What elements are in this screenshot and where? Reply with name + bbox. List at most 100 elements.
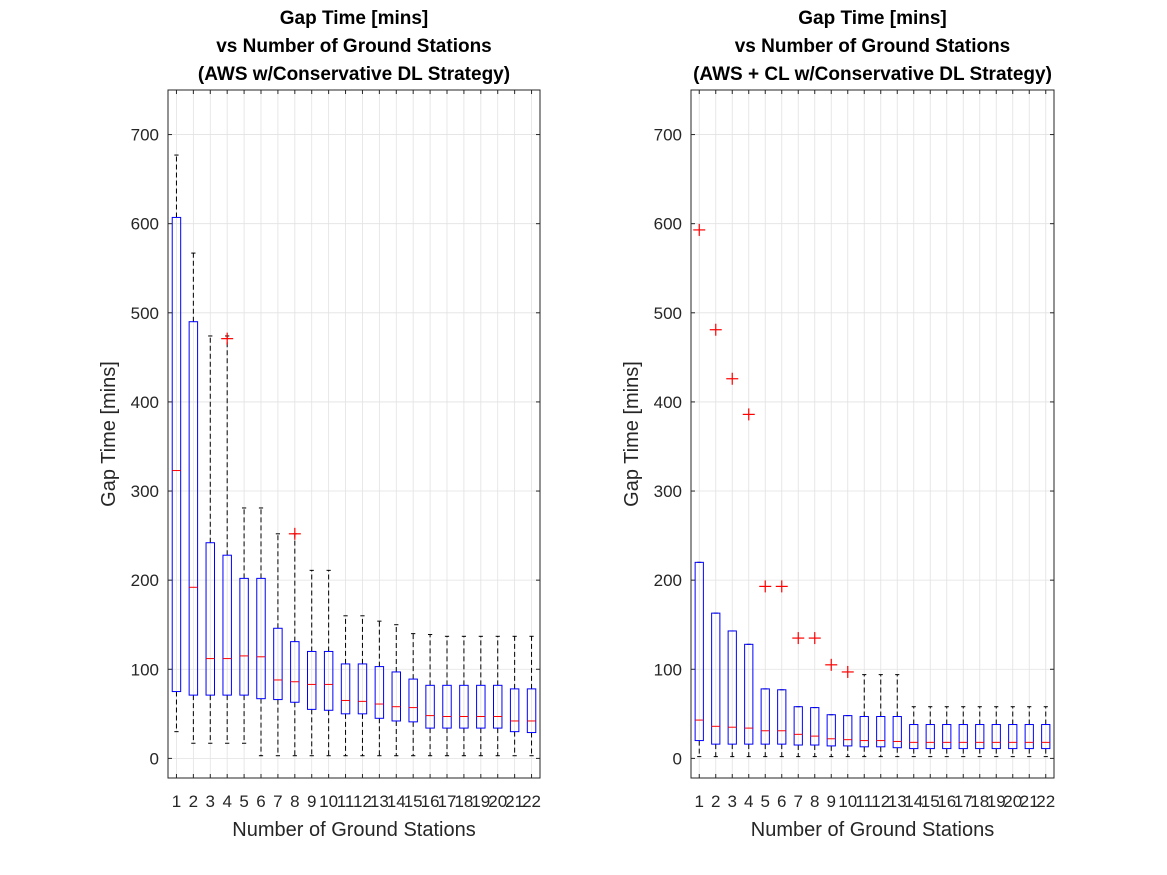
x-tick-label: 22 [522,792,541,811]
y-tick-label: 400 [131,393,159,412]
box-13 [892,674,902,758]
box-15 [925,706,935,758]
box-21 [1024,706,1034,758]
outlier-marker [759,580,772,593]
x-tick-label: 9 [827,792,836,811]
outlier-marker [792,632,805,645]
box-7 [273,533,283,757]
box-1 [693,223,706,758]
outlier-marker [742,408,755,421]
axes-frame [690,89,1055,779]
y-tick-label: 600 [654,215,682,234]
y-axis-label: Gap Time [mins] [98,361,120,507]
box-9 [307,569,317,757]
box-body [810,707,820,746]
plot-area [168,90,540,778]
outlier-marker [693,223,706,236]
box-16 [425,634,435,757]
box-body [391,671,401,722]
box-body [744,643,754,745]
x-tick-label: 12 [353,792,372,811]
y-tick-label: 600 [131,215,159,234]
box-4 [221,332,234,744]
box-15 [408,633,418,757]
box-body [323,650,334,711]
box-13 [374,620,385,757]
x-tick-label: 2 [711,792,720,811]
y-tick-label: 100 [654,660,682,679]
box-body [843,715,853,747]
outlier-marker [841,665,854,678]
box-body [256,577,266,700]
y-tick-label: 700 [654,126,682,145]
box-body [340,663,351,715]
y-tick-label: 500 [131,304,159,323]
y-tick-label: 300 [131,482,159,501]
box-body [859,716,869,748]
chart-title-line-3: (AWS w/Conservative DL Strategy) [198,64,510,85]
x-tick-label: 19 [987,792,1006,811]
box-body [459,684,469,729]
box-body [711,612,721,745]
box-17 [442,635,452,757]
y-axis-label: Gap Time [mins] [621,361,643,507]
x-axis-label: Number of Ground Stations [232,819,475,841]
outlier-marker [221,332,234,345]
x-tick-label: 16 [421,792,440,811]
x-tick-label: 3 [206,792,215,811]
x-tick-label: 11 [337,792,355,811]
outlier-marker [288,527,301,540]
y-tick-label: 300 [654,482,682,501]
box-body [1024,724,1034,750]
box-body [442,684,452,729]
x-tick-label: 8 [810,792,819,811]
y-tick-label: 100 [131,660,159,679]
y-tick-label: 200 [654,571,682,590]
box-22 [1041,706,1051,758]
chart-title-line-3: (AWS + CL w/Conservative DL Strategy) [693,64,1052,85]
box-body [476,684,486,729]
box-20 [493,635,503,757]
box-17 [958,706,968,758]
box-body [526,688,537,734]
x-tick-label: 20 [488,792,507,811]
x-tick-label: 19 [471,792,490,811]
x-tick-label: 13 [370,792,389,811]
x-tick-label: 18 [454,792,473,811]
x-tick-label: 4 [744,792,753,811]
box-11 [340,615,351,757]
x-tick-label: 17 [954,792,973,811]
box-8 [808,632,821,758]
box-body [307,650,317,710]
box-body [892,716,902,749]
box-16 [942,706,952,758]
y-tick-label: 400 [654,393,682,412]
box-9 [825,658,838,758]
box-body [958,724,968,750]
box-21 [509,635,520,757]
box-body [205,542,216,696]
y-tick-label: 500 [654,304,682,323]
box-3 [726,372,739,758]
box-body [493,684,503,729]
box-12 [876,674,886,758]
chart-title-line-2: vs Number of Ground Stations [735,36,1011,57]
x-tick-label: 21 [1020,792,1039,811]
box-19 [476,635,486,757]
x-tick-label: 16 [937,792,956,811]
x-tick-label: 22 [1036,792,1055,811]
x-tick-label: 11 [855,792,873,811]
box-5 [759,580,772,758]
box-body [408,678,418,723]
x-tick-label: 3 [728,792,737,811]
box-body [171,216,182,693]
box-body [1041,724,1051,750]
x-tick-label: 6 [777,792,786,811]
outlier-marker [825,658,838,671]
y-tick-label: 0 [150,749,159,768]
axes-frame [167,89,541,779]
box-body [509,688,520,733]
box-body [975,724,985,750]
x-tick-label: 15 [921,792,940,811]
